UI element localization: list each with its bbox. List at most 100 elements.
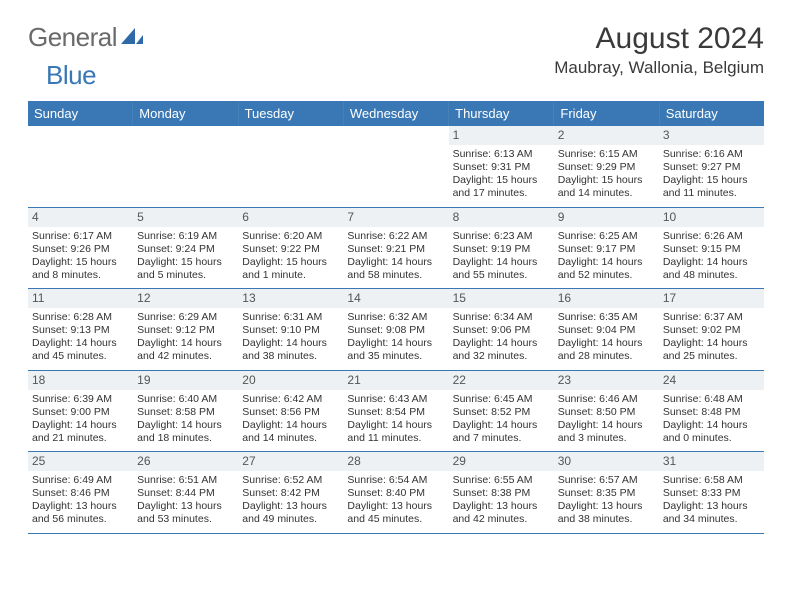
day-cell: 1Sunrise: 6:13 AMSunset: 9:31 PMDaylight… bbox=[449, 126, 554, 207]
day-cell: 15Sunrise: 6:34 AMSunset: 9:06 PMDayligh… bbox=[449, 289, 554, 370]
daylight-text: Daylight: 15 hours and 11 minutes. bbox=[663, 174, 760, 200]
day-cell: 24Sunrise: 6:48 AMSunset: 8:48 PMDayligh… bbox=[659, 371, 764, 452]
day-cell: 26Sunrise: 6:51 AMSunset: 8:44 PMDayligh… bbox=[133, 452, 238, 533]
sunrise-text: Sunrise: 6:57 AM bbox=[558, 474, 655, 487]
sunset-text: Sunset: 9:27 PM bbox=[663, 161, 760, 174]
day-number: 3 bbox=[659, 126, 764, 145]
day-cell: 18Sunrise: 6:39 AMSunset: 9:00 PMDayligh… bbox=[28, 371, 133, 452]
day-number: 26 bbox=[133, 452, 238, 471]
daylight-text: Daylight: 14 hours and 38 minutes. bbox=[242, 337, 339, 363]
day-cell: 29Sunrise: 6:55 AMSunset: 8:38 PMDayligh… bbox=[449, 452, 554, 533]
day-number: 16 bbox=[554, 289, 659, 308]
location-text: Maubray, Wallonia, Belgium bbox=[554, 58, 764, 78]
week-row: ....1Sunrise: 6:13 AMSunset: 9:31 PMDayl… bbox=[28, 126, 764, 208]
day-number: 7 bbox=[343, 208, 448, 227]
sunrise-text: Sunrise: 6:42 AM bbox=[242, 393, 339, 406]
week-row: 25 Sunrise: 6:49 AMSunset: 8:46 PM Dayligh… bbox=[28, 452, 764, 534]
sunset-text: Sunset: 8:40 PM bbox=[347, 487, 444, 500]
weekday-header: Sunday bbox=[28, 101, 133, 126]
week-row: 18Sunrise: 6:39 AMSunset: 9:00 PMDayligh… bbox=[28, 371, 764, 453]
sunset-text: Sunset: 9:04 PM bbox=[558, 324, 655, 337]
day-cell: 19Sunrise: 6:40 AMSunset: 8:58 PMDayligh… bbox=[133, 371, 238, 452]
month-title: August 2024 bbox=[554, 22, 764, 56]
day-number: 11 bbox=[28, 289, 133, 308]
brand-logo: General bbox=[28, 22, 145, 53]
daylight-text: Daylight: 14 hours and 21 minutes. bbox=[32, 419, 129, 445]
daylight-text: Daylight: 14 hours and 58 minutes. bbox=[347, 256, 444, 282]
week-row: 4Sunrise: 6:17 AMSunset: 9:26 PMDaylight… bbox=[28, 208, 764, 290]
day-cell: . bbox=[343, 126, 448, 207]
sunrise-text: Sunrise: 6:32 AM bbox=[347, 311, 444, 324]
sunrise-text: Sunrise: 6:13 AM bbox=[453, 148, 550, 161]
sunset-text: Sunset: 9:21 PM bbox=[347, 243, 444, 256]
sunset-text: Sunset: 8:56 PM bbox=[242, 406, 339, 419]
day-cell: 2Sunrise: 6:15 AMSunset: 9:29 PMDaylight… bbox=[554, 126, 659, 207]
sunrise-text: Sunrise: 6:25 AM bbox=[558, 230, 655, 243]
day-cell: 28Sunrise: 6:54 AMSunset: 8:40 PMDayligh… bbox=[343, 452, 448, 533]
day-number: 30 bbox=[554, 452, 659, 471]
sunrise-text: Sunrise: 6:51 AM bbox=[137, 474, 234, 487]
daylight-text: Daylight: 13 hours and 53 minutes. bbox=[137, 500, 234, 526]
day-number: 15 bbox=[449, 289, 554, 308]
sunrise-text: Sunrise: 6:48 AM bbox=[663, 393, 760, 406]
weekday-header: Friday bbox=[554, 101, 659, 126]
week-row: 11Sunrise: 6:28 AMSunset: 9:13 PMDayligh… bbox=[28, 289, 764, 371]
day-cell: 7Sunrise: 6:22 AMSunset: 9:21 PMDaylight… bbox=[343, 208, 448, 289]
day-cell: . bbox=[133, 126, 238, 207]
sunrise-text: Sunrise: 6:45 AM bbox=[453, 393, 550, 406]
day-number: 5 bbox=[133, 208, 238, 227]
daylight-text: Daylight: 15 hours and 5 minutes. bbox=[137, 256, 234, 282]
day-number: 31 bbox=[659, 452, 764, 471]
sunset-text: Sunset: 9:22 PM bbox=[242, 243, 339, 256]
day-cell: 17Sunrise: 6:37 AMSunset: 9:02 PMDayligh… bbox=[659, 289, 764, 370]
sunrise-text: Sunrise: 6:49 AM bbox=[32, 474, 129, 487]
day-cell: 10Sunrise: 6:26 AMSunset: 9:15 PMDayligh… bbox=[659, 208, 764, 289]
sunset-text: Sunset: 9:26 PM bbox=[32, 243, 129, 256]
brand-text-1: General bbox=[28, 22, 117, 53]
daylight-text: Daylight: 13 hours and 45 minutes. bbox=[347, 500, 444, 526]
sunset-text: Sunset: 8:46 PM bbox=[32, 487, 129, 500]
daylight-text: Daylight: 13 hours and 38 minutes. bbox=[558, 500, 655, 526]
day-number: 24 bbox=[659, 371, 764, 390]
day-number: 2 bbox=[554, 126, 659, 145]
sunset-text: Sunset: 9:10 PM bbox=[242, 324, 339, 337]
day-number: 17 bbox=[659, 289, 764, 308]
daylight-text: Daylight: 14 hours and 0 minutes. bbox=[663, 419, 760, 445]
daylight-text: Daylight: 14 hours and 28 minutes. bbox=[558, 337, 655, 363]
sunset-text: Sunset: 9:15 PM bbox=[663, 243, 760, 256]
sunrise-text: Sunrise: 6:26 AM bbox=[663, 230, 760, 243]
daylight-text: Daylight: 14 hours and 45 minutes. bbox=[32, 337, 129, 363]
title-block: August 2024 Maubray, Wallonia, Belgium bbox=[554, 22, 764, 78]
daylight-text: Daylight: 13 hours and 42 minutes. bbox=[453, 500, 550, 526]
daylight-text: Daylight: 14 hours and 3 minutes. bbox=[558, 419, 655, 445]
daylight-text: Daylight: 14 hours and 42 minutes. bbox=[137, 337, 234, 363]
sunset-text: Sunset: 9:00 PM bbox=[32, 406, 129, 419]
daylight-text: Daylight: 13 hours and 49 minutes. bbox=[242, 500, 339, 526]
sunset-text: Sunset: 8:38 PM bbox=[453, 487, 550, 500]
weekday-header: Monday bbox=[133, 101, 238, 126]
day-number: 19 bbox=[133, 371, 238, 390]
sunset-text: Sunset: 8:50 PM bbox=[558, 406, 655, 419]
day-number: 18 bbox=[28, 371, 133, 390]
sunset-text: Sunset: 9:02 PM bbox=[663, 324, 760, 337]
sunset-text: Sunset: 9:13 PM bbox=[32, 324, 129, 337]
day-cell: 31Sunrise: 6:58 AMSunset: 8:33 PMDayligh… bbox=[659, 452, 764, 533]
day-number: 25 bbox=[28, 452, 133, 471]
day-cell: 22Sunrise: 6:45 AMSunset: 8:52 PMDayligh… bbox=[449, 371, 554, 452]
sunset-text: Sunset: 9:06 PM bbox=[453, 324, 550, 337]
sunrise-text: Sunrise: 6:31 AM bbox=[242, 311, 339, 324]
day-number: 4 bbox=[28, 208, 133, 227]
sunset-text: Sunset: 8:52 PM bbox=[453, 406, 550, 419]
day-number: 20 bbox=[238, 371, 343, 390]
day-cell: 9Sunrise: 6:25 AMSunset: 9:17 PMDaylight… bbox=[554, 208, 659, 289]
sunrise-text: Sunrise: 6:37 AM bbox=[663, 311, 760, 324]
sunset-text: Sunset: 9:29 PM bbox=[558, 161, 655, 174]
sunset-text: Sunset: 9:08 PM bbox=[347, 324, 444, 337]
day-cell: 16Sunrise: 6:35 AMSunset: 9:04 PMDayligh… bbox=[554, 289, 659, 370]
day-number: 1 bbox=[449, 126, 554, 145]
sunset-text: Sunset: 9:17 PM bbox=[558, 243, 655, 256]
day-cell: . bbox=[238, 126, 343, 207]
sunrise-text: Sunrise: 6:58 AM bbox=[663, 474, 760, 487]
sunset-text: Sunset: 8:54 PM bbox=[347, 406, 444, 419]
daylight-text: Daylight: 14 hours and 48 minutes. bbox=[663, 256, 760, 282]
